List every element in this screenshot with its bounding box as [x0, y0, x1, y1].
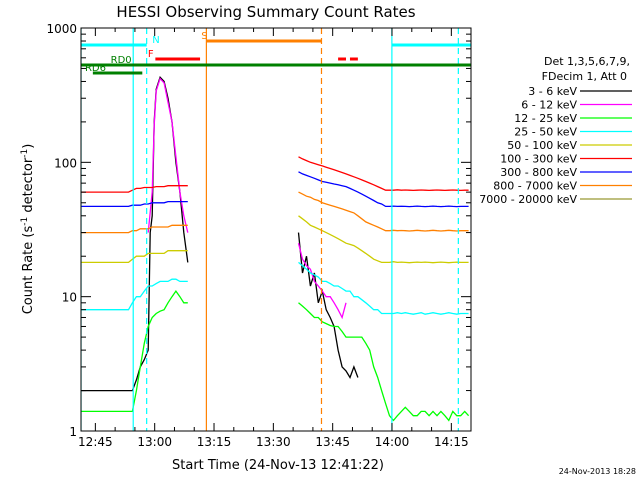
series-line-2: [81, 289, 470, 422]
footer-timestamp: 24-Nov-2013 18:28: [559, 467, 636, 476]
legend-header-2: FDecim 1, Att 0: [542, 70, 627, 83]
y-axis-label: Count Rate (s-1 detector-1): [20, 144, 36, 315]
x-tick-label: 13:45: [315, 435, 350, 449]
x-tick-label: 13:15: [197, 435, 232, 449]
legend-label-6: 300 - 800 keV: [500, 166, 577, 179]
legend-label-2: 12 - 25 keV: [514, 112, 577, 125]
series-line-4: [81, 215, 469, 264]
x-tick-label: 13:00: [137, 435, 172, 449]
y-tick-label: 1: [69, 425, 77, 439]
legend: Det 1,3,5,6,7,9, FDecim 1, Att 0 3 - 6 k…: [479, 55, 632, 206]
y-tick-label: 1000: [46, 22, 77, 36]
series-line-1: [147, 77, 347, 320]
series-line-7: [81, 191, 469, 234]
y-tick-label: 100: [54, 156, 77, 170]
legend-header-1: Det 1,3,5,6,7,9,: [544, 55, 630, 68]
legend-label-3: 25 - 50 keV: [514, 126, 577, 139]
series-line-0: [81, 75, 359, 392]
series-line-3: [81, 261, 469, 315]
x-tick-label: 14:15: [434, 435, 469, 449]
series-line-5: [81, 156, 469, 193]
series-line-6: [81, 171, 469, 208]
flag-label-4: RD6: [85, 63, 106, 74]
chart-title: HESSI Observing Summary Count Rates: [116, 3, 415, 21]
x-tick-label: 13:30: [256, 435, 291, 449]
legend-label-8: 7000 - 20000 keV: [479, 193, 577, 206]
x-tick-label: 14:00: [375, 435, 410, 449]
flag-label-1: S: [201, 31, 207, 42]
x-tick-label: 12:45: [78, 435, 113, 449]
flag-label-2: F: [148, 49, 154, 60]
flag-label-0: N: [152, 35, 159, 46]
legend-label-7: 800 - 7000 keV: [493, 180, 577, 193]
plot-frame: [80, 27, 472, 432]
legend-label-5: 100 - 300 keV: [500, 153, 577, 166]
y-tick-label: 10: [62, 291, 77, 305]
flag-label-3: RD0: [111, 55, 132, 66]
legend-label-1: 6 - 12 keV: [521, 99, 577, 112]
legend-label-0: 3 - 6 keV: [528, 85, 577, 98]
legend-label-4: 50 - 100 keV: [507, 139, 577, 152]
x-axis-label: Start Time (24-Nov-13 12:41:22): [172, 458, 384, 473]
